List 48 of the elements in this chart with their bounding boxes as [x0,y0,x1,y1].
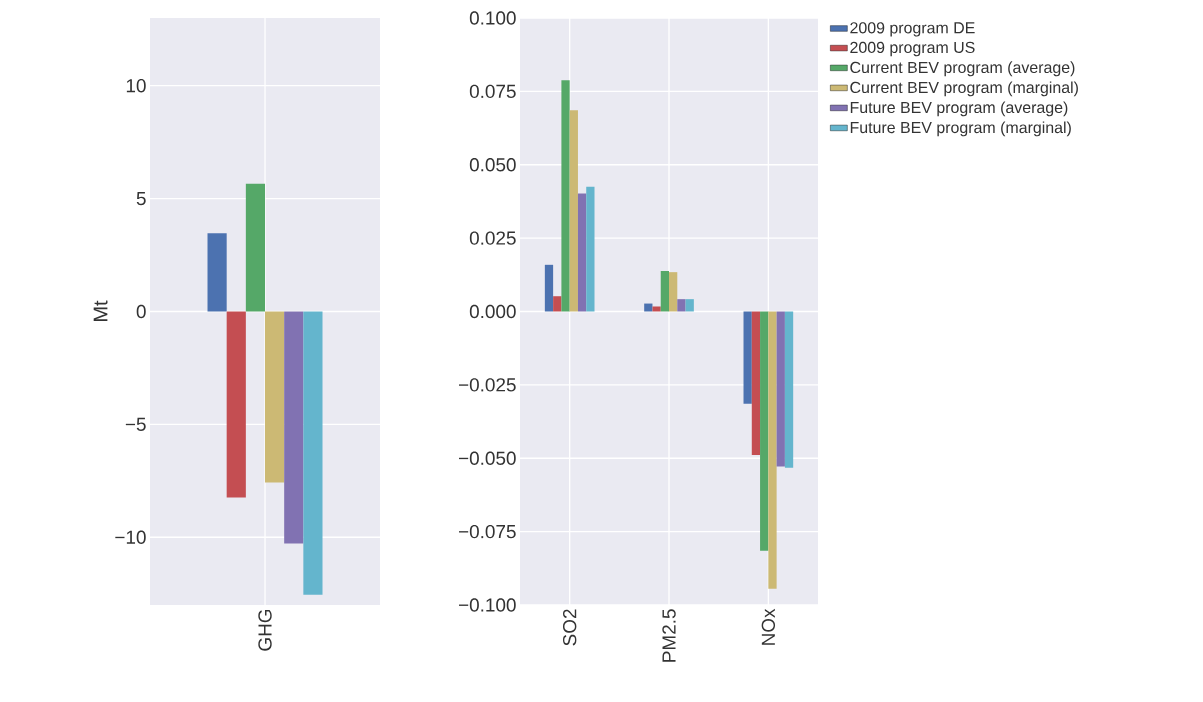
bar [660,270,670,312]
legend-label: 2009 program US [850,41,975,57]
bar [751,311,761,455]
y-tick-label: −10 [115,530,146,544]
bar [768,311,777,589]
bar [677,299,686,312]
bar [569,110,578,312]
y-tick-label: −0.025 [459,378,516,392]
y-tick-label: −0.050 [459,451,516,465]
bar [265,311,285,483]
bar [207,233,227,312]
x-tick-label: GHG [258,609,272,651]
y-tick-label: 0.075 [469,84,516,99]
y-tick-label: 5 [136,192,146,206]
y-tick-label: 0 [136,304,146,319]
bar [669,272,678,312]
bar [561,80,570,312]
bar [776,311,785,467]
legend-label: Current BEV program (average) [850,61,1075,77]
bar [586,186,595,312]
y-tick-label: 10 [126,79,146,93]
legend-label: 2009 program DE [850,22,975,37]
legend-label: Current BEV program (marginal) [850,81,1078,97]
bar [544,264,554,312]
bar [652,306,661,312]
y-tick-label: −5 [125,417,146,431]
y-tick-label: 0.050 [469,158,516,172]
bar [685,299,694,312]
bar [760,311,769,551]
bar [784,311,794,468]
bar [303,311,323,595]
x-tick-label: SO2 [562,609,577,646]
x-tick-label: PM2.5 [662,609,676,662]
bar [577,193,587,312]
x-tick-label: NOx [761,608,776,645]
y-tick-label: −0.100 [459,598,516,612]
bar [553,296,562,312]
y-tick-label: 0.025 [469,231,516,245]
bar [284,311,304,544]
legend-label: Future BEV program (marginal) [850,121,1071,137]
bar [226,311,246,498]
y-tick-label: −0.075 [459,524,516,539]
y-tick-label: 0.000 [469,304,516,319]
bar [743,311,752,404]
legend-label: Future BEV program (average) [850,101,1068,117]
y-tick-label: 0.100 [469,11,516,25]
bar [245,183,266,312]
y-axis-title: Mt [93,300,108,321]
